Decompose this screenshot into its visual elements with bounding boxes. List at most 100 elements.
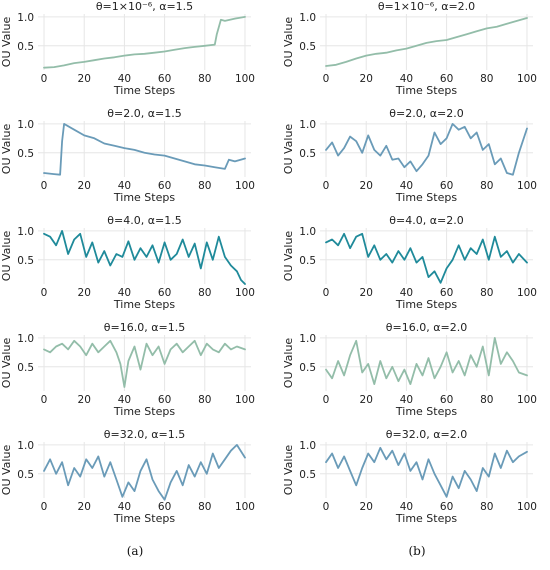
series-line: [325, 17, 528, 67]
x-tick-label: 0: [41, 394, 48, 406]
y-tick-label: 1.0: [299, 333, 316, 345]
y-tick-label: 0.5: [17, 469, 34, 481]
x-tick-label: 100: [235, 394, 255, 406]
x-axis-label: Time Steps: [113, 191, 175, 204]
subplot-title: θ=16.0, α=1.5: [104, 321, 185, 334]
y-axis-label: OU Value: [0, 17, 13, 68]
x-tick-label: 60: [440, 394, 453, 406]
y-tick-label: 0.5: [299, 148, 316, 160]
subplot-b-3: θ=16.0, α=2.0 0 20 40 60 80 100 0.5 1.0 Time Step…: [282, 321, 537, 418]
x-tick-label: 80: [198, 394, 211, 406]
series-line: [43, 443, 246, 501]
x-tick-label: 100: [235, 73, 255, 85]
x-tick-label: 0: [41, 501, 48, 513]
y-axis-label: OU Value: [282, 338, 295, 389]
subplot-title: θ=2.0, α=1.5: [107, 107, 181, 120]
y-tick-label: 0.5: [17, 362, 34, 374]
x-axis-label: Time Steps: [395, 298, 457, 311]
x-tick-label: 40: [400, 501, 413, 513]
x-tick-label: 40: [400, 287, 413, 299]
series-line: [43, 229, 246, 285]
y-tick-label: 1.0: [299, 440, 316, 452]
y-axis-label: OU Value: [282, 445, 295, 496]
x-tick-label: 80: [480, 73, 493, 85]
x-tick-label: 20: [78, 180, 91, 192]
x-tick-label: 100: [517, 501, 537, 513]
x-tick-label: 20: [78, 73, 91, 85]
x-axis-label: Time Steps: [113, 512, 175, 525]
x-tick-label: 20: [360, 73, 373, 85]
x-tick-label: 100: [517, 287, 537, 299]
x-tick-label: 60: [158, 180, 171, 192]
series-line: [43, 15, 246, 69]
x-tick-label: 0: [41, 73, 48, 85]
y-tick-label: 0.5: [299, 362, 316, 374]
subplot-title: θ=4.0, α=2.0: [389, 214, 463, 227]
y-tick-label: 1.0: [299, 226, 316, 238]
x-tick-label: 0: [41, 180, 48, 192]
x-tick-label: 20: [78, 394, 91, 406]
x-axis-label: Time Steps: [395, 512, 457, 525]
subplot-title: θ=2.0, α=2.0: [389, 107, 463, 120]
y-tick-label: 1.0: [17, 333, 34, 345]
x-tick-label: 80: [198, 287, 211, 299]
y-tick-label: 0.5: [299, 41, 316, 53]
x-tick-label: 40: [118, 394, 131, 406]
subplot-a-1: θ=2.0, α=1.5 0 20 40 60 80 100 0.5 1.0 Time Steps…: [0, 107, 255, 204]
x-tick-label: 100: [235, 180, 255, 192]
y-axis-label: OU Value: [282, 124, 295, 175]
y-tick-label: 1.0: [17, 119, 34, 131]
y-axis-label: OU Value: [282, 17, 295, 68]
x-tick-label: 20: [360, 501, 373, 513]
y-tick-label: 1.0: [17, 226, 34, 238]
series-line: [325, 123, 528, 176]
x-tick-label: 0: [323, 394, 330, 406]
x-tick-label: 40: [118, 180, 131, 192]
y-tick-label: 1.0: [299, 12, 316, 24]
subplot-b-1: θ=2.0, α=2.0 0 20 40 60 80 100 0.5 1.0 Time Steps…: [282, 107, 537, 204]
x-axis-label: Time Steps: [395, 405, 457, 418]
x-tick-label: 60: [440, 287, 453, 299]
x-axis-label: Time Steps: [113, 405, 175, 418]
x-tick-label: 100: [517, 73, 537, 85]
x-tick-label: 100: [235, 287, 255, 299]
x-tick-label: 40: [400, 73, 413, 85]
x-tick-label: 80: [480, 394, 493, 406]
y-axis-label: OU Value: [0, 445, 13, 496]
subplot-b-0: θ=1×10⁻⁶, α=2.0 0 20 40 60 80 100 0.5 1.0 Time St…: [282, 0, 537, 97]
x-tick-label: 80: [480, 287, 493, 299]
y-tick-label: 0.5: [299, 255, 316, 267]
subplot-title: θ=1×10⁻⁶, α=1.5: [96, 0, 193, 13]
y-axis-label: OU Value: [282, 231, 295, 282]
subplot-a-2: θ=4.0, α=1.5 0 20 40 60 80 100 0.5 1.0 Time Steps…: [0, 214, 255, 311]
subplot-title: θ=32.0, α=1.5: [104, 428, 185, 441]
subplot-title: θ=16.0, α=2.0: [386, 321, 467, 334]
subplot-a-4: θ=32.0, α=1.5 0 20 40 60 80 100 0.5 1.0 Time Step…: [0, 428, 255, 525]
x-tick-label: 40: [400, 394, 413, 406]
subplot-title: θ=4.0, α=1.5: [107, 214, 181, 227]
y-tick-label: 0.5: [17, 148, 34, 160]
y-axis-label: OU Value: [0, 231, 13, 282]
x-tick-label: 40: [118, 501, 131, 513]
caption-panel-b: (b): [408, 544, 426, 558]
x-tick-label: 40: [118, 73, 131, 85]
subplot-title: θ=32.0, α=2.0: [386, 428, 467, 441]
x-tick-label: 60: [440, 73, 453, 85]
series-line: [325, 232, 528, 284]
x-tick-label: 20: [78, 501, 91, 513]
x-axis-label: Time Steps: [113, 298, 175, 311]
x-axis-label: Time Steps: [113, 84, 175, 97]
x-tick-label: 80: [198, 73, 211, 85]
x-tick-label: 20: [78, 287, 91, 299]
x-tick-label: 20: [360, 287, 373, 299]
x-tick-label: 20: [360, 394, 373, 406]
y-tick-label: 1.0: [17, 12, 34, 24]
series-line: [43, 339, 246, 388]
x-tick-label: 80: [198, 180, 211, 192]
x-tick-label: 20: [360, 180, 373, 192]
subplot-b-2: θ=4.0, α=2.0 0 20 40 60 80 100 0.5 1.0 Time Steps…: [282, 214, 537, 311]
subplot-title: θ=1×10⁻⁶, α=2.0: [378, 0, 475, 13]
x-tick-label: 0: [323, 501, 330, 513]
x-tick-label: 60: [158, 73, 171, 85]
